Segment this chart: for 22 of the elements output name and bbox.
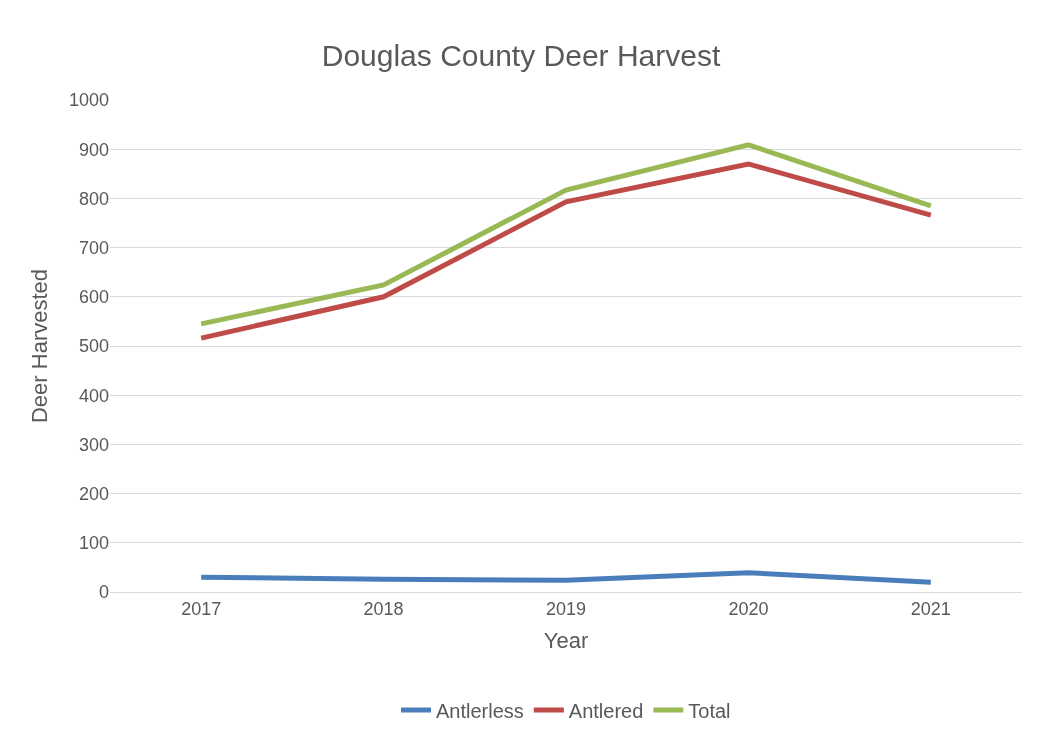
y-axis-title: Deer Harvested [26, 268, 52, 424]
y-tick-label: 100 [78, 533, 109, 554]
y-tick-label: 800 [78, 188, 109, 209]
y-tick-label: 300 [78, 434, 109, 455]
x-tick-label: 2019 [545, 598, 587, 619]
y-tick-label: 600 [78, 287, 109, 308]
x-tick-label: 2018 [363, 598, 404, 619]
x-tick-label: 2021 [910, 598, 951, 619]
legend-label: Total [688, 699, 731, 722]
legend-label: Antlerless [436, 699, 524, 722]
legend-label: Antlered [568, 699, 644, 722]
y-tick-label: 200 [78, 483, 109, 504]
y-tick-label: 400 [78, 385, 109, 406]
y-tick-label: 700 [78, 237, 109, 258]
y-tick-label: 0 [98, 582, 109, 603]
x-axis-title: Year [543, 628, 589, 654]
y-tick-label: 900 [78, 139, 109, 160]
y-tick-label: 500 [78, 336, 109, 357]
x-tick-label: 2017 [181, 598, 222, 619]
y-tick-label: 1000 [68, 90, 109, 111]
chart-title: Douglas County Deer Harvest [321, 38, 721, 72]
x-tick-label: 2020 [728, 598, 769, 619]
